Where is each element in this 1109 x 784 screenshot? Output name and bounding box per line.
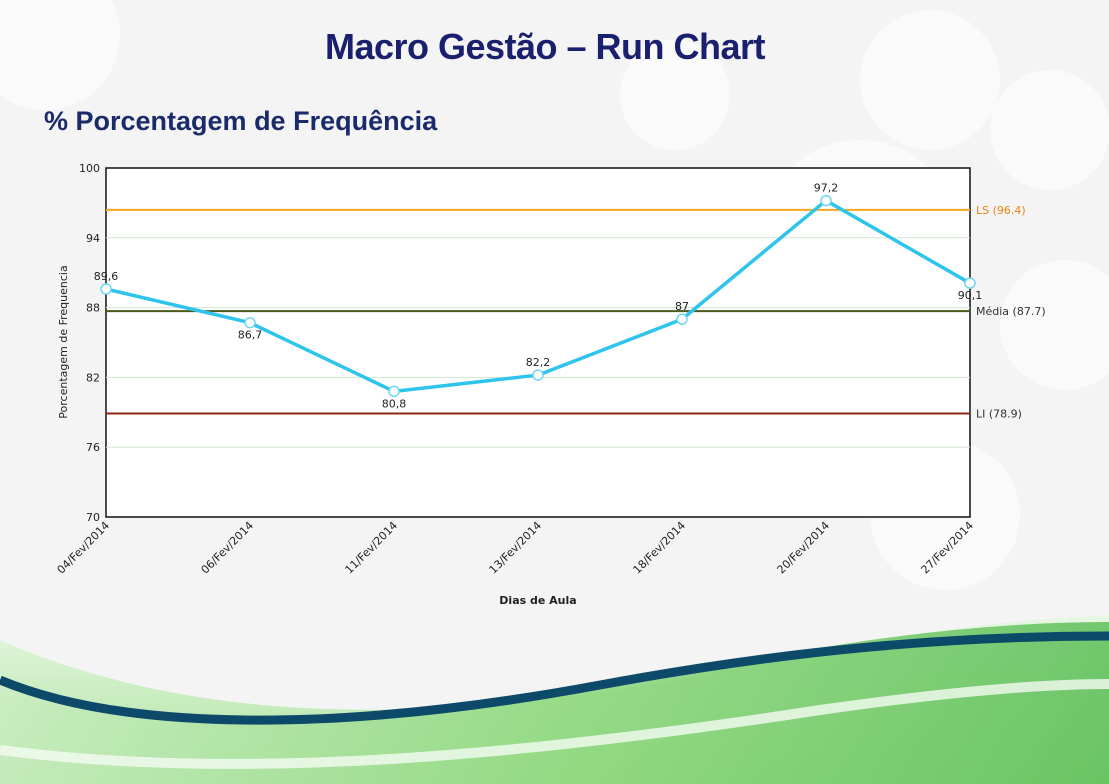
- data-point: [244, 316, 256, 329]
- y-tick-labels: 70 76 82 88 94 100: [79, 162, 100, 524]
- y-tick-label: 94: [86, 232, 100, 245]
- background-bubble: [1000, 260, 1109, 390]
- x-tick-label: 18/Fev/2014: [631, 519, 689, 577]
- data-label: 90,1: [958, 289, 983, 302]
- y-tick-label: 82: [86, 371, 100, 384]
- slide-title: Macro Gestão – Run Chart: [324, 26, 766, 67]
- reference-line-label: LI (78.9): [976, 407, 1022, 420]
- data-label: 97,2: [814, 182, 839, 195]
- chart-subtitle: % Porcentagem de Frequência: [44, 106, 438, 136]
- plot-area: [105, 167, 971, 518]
- y-tick-label: 88: [86, 302, 100, 315]
- y-tick-label: 70: [86, 511, 100, 524]
- wave-green-band: [0, 622, 1109, 784]
- x-tick-label: 27/Fev/2014: [919, 519, 977, 577]
- wave-white-stripe: [0, 679, 1109, 769]
- reference-line-label: Média (87.7): [976, 305, 1046, 318]
- background-bubble: [990, 70, 1109, 190]
- data-point: [100, 283, 112, 295]
- wave-dark-stripe: [0, 631, 1109, 725]
- data-label: 82,2: [526, 356, 551, 369]
- x-tick-labels: 04/Fev/2014 06/Fev/2014 11/Fev/2014 13/Fev/…: [55, 519, 977, 577]
- data-point: [388, 385, 400, 398]
- background-bubble: [860, 10, 1000, 150]
- data-point: [820, 194, 832, 207]
- x-tick-label: 13/Fev/2014: [487, 519, 545, 577]
- run-chart: LS (96.4)Média (87.7)LI (78.9) 89,686,78…: [55, 162, 1046, 607]
- decorative-wave: [0, 615, 1109, 784]
- data-label: 89,6: [94, 270, 119, 283]
- background-bubble: [620, 40, 730, 150]
- data-label: 80,8: [382, 397, 407, 410]
- x-tick-label: 04/Fev/2014: [55, 519, 113, 577]
- reference-lines: LS (96.4) Média (87.7) LI (78.9): [106, 204, 1046, 420]
- x-tick-label: 20/Fev/2014: [775, 519, 833, 577]
- x-tick-label: 11/Fev/2014: [343, 519, 401, 577]
- data-label: 86,7: [238, 329, 263, 342]
- x-axis-label: Dias de Aula: [499, 594, 576, 607]
- data-label: 87: [675, 300, 689, 313]
- data-point: [964, 277, 976, 289]
- series-layer: 89,6 86,7 80,8 82,2 87 97,2 90,1: [94, 182, 983, 411]
- x-tick-label: 06/Fev/2014: [199, 519, 257, 577]
- data-point: [532, 369, 544, 381]
- data-point: [676, 313, 688, 325]
- y-axis-label: Porcentagem de Frequencia: [57, 265, 70, 418]
- reference-line-label: LS (96.4): [976, 204, 1026, 217]
- y-tick-label: 100: [79, 162, 100, 175]
- y-tick-label: 76: [86, 441, 100, 454]
